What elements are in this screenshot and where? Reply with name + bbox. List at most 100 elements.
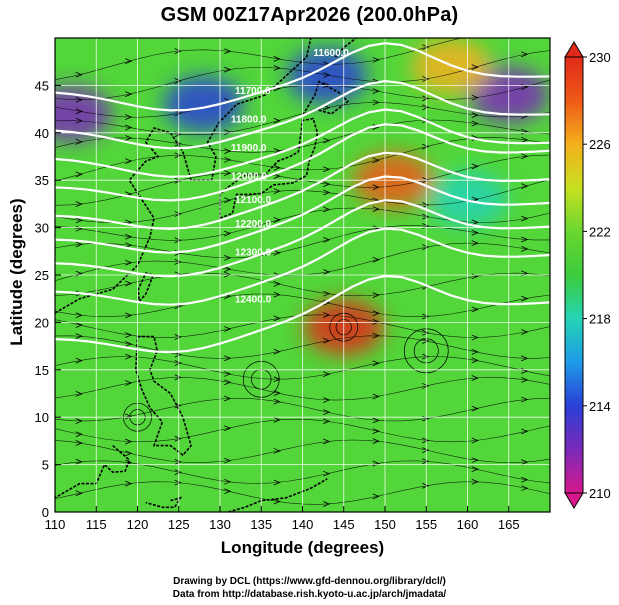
streamline-arrow — [273, 148, 281, 154]
streamline-arrow — [174, 152, 182, 159]
streamline-arrow — [75, 241, 83, 248]
streamline-arrow — [75, 96, 83, 103]
y-tick-label: 45 — [35, 78, 49, 93]
streamline-arrow — [323, 72, 331, 78]
y-tick-label: 20 — [35, 315, 49, 330]
streamline-arrow — [422, 104, 430, 111]
streamline-arrow — [372, 493, 380, 500]
streamline-arrow — [422, 202, 430, 208]
streamline-arrow — [75, 201, 83, 208]
streamline-arrow — [75, 139, 83, 145]
colorbar-min-arrow — [564, 492, 584, 509]
streamline-arrow — [471, 112, 479, 118]
streamline-arrow — [521, 128, 529, 135]
x-tick-label: 165 — [498, 517, 520, 532]
streamline-arrow — [471, 306, 479, 313]
streamline-arrow — [372, 99, 380, 106]
colorbar-scale — [564, 56, 584, 494]
streamline-arrow — [422, 95, 430, 102]
streamline-arrow — [224, 266, 232, 272]
x-tick-label: 110 — [45, 517, 66, 532]
streamline-arrow — [125, 312, 133, 319]
streamline-arrow — [471, 466, 479, 472]
streamline-arrow — [174, 48, 182, 54]
streamline-arrow — [75, 117, 83, 124]
streamline-arrow — [174, 334, 182, 340]
streamline-arrow — [471, 375, 479, 381]
colorbar-tick-label: 210 — [589, 486, 611, 501]
streamline-arrow — [125, 124, 133, 131]
streamline-arrow — [323, 438, 331, 445]
streamline-arrow — [323, 371, 331, 378]
streamline-arrow — [323, 337, 331, 344]
streamline-arrow — [323, 290, 331, 297]
streamline-arrow — [422, 329, 430, 336]
contour-label-8: 11600.0 — [313, 48, 349, 59]
colorbar-tick-label: 218 — [589, 312, 611, 327]
streamline-arrow — [323, 418, 331, 425]
streamline-arrow — [521, 377, 529, 383]
streamline-arrow — [273, 398, 281, 405]
streamline-arrow — [372, 206, 380, 213]
streamline-arrow — [125, 58, 133, 64]
colorbar-tick-label: 222 — [589, 224, 611, 239]
streamline-arrow — [273, 376, 281, 383]
streamline-arrow — [125, 450, 133, 457]
y-tick-label: 25 — [35, 268, 49, 283]
streamline-arrow — [75, 418, 83, 424]
streamline-arrow — [224, 379, 232, 386]
streamline-arrow — [75, 322, 83, 328]
streamline-arrow — [323, 397, 331, 403]
streamline-arrow — [422, 338, 430, 344]
colorbar-tick-label: 230 — [589, 50, 611, 65]
streamline-arrow — [273, 448, 281, 454]
streamline-arrow — [224, 478, 232, 485]
streamline-arrow — [273, 217, 281, 223]
y-tick-label: 35 — [35, 173, 49, 188]
streamline-arrow — [521, 329, 529, 335]
streamline-arrow — [174, 458, 182, 465]
streamline-arrow — [521, 485, 529, 492]
streamline-arrow — [471, 240, 479, 247]
streamline-arrow — [372, 428, 380, 435]
x-tick-label: 130 — [209, 517, 231, 532]
streamline-arrow — [471, 64, 479, 70]
streamline-arrow — [273, 479, 281, 486]
streamline-arrow — [125, 353, 133, 360]
streamline-arrow — [372, 310, 380, 317]
streamline-arrow — [372, 332, 380, 339]
streamline-arrow — [372, 318, 380, 325]
streamline-arrow — [125, 280, 133, 287]
streamline-arrow — [521, 428, 529, 435]
contour-label-1: 11800.0 — [231, 115, 267, 126]
streamline-arrow — [323, 181, 331, 188]
streamline-arrow — [224, 355, 232, 362]
streamline-arrow — [174, 435, 182, 442]
streamline-arrow — [75, 458, 83, 465]
streamline-arrow — [125, 413, 133, 420]
streamline-arrow — [125, 242, 133, 249]
streamline-arrow — [422, 44, 430, 51]
streamline-arrow — [323, 470, 331, 477]
x-tick-label: 145 — [333, 517, 355, 532]
streamline-arrow — [372, 393, 380, 400]
streamline-arrow — [323, 236, 331, 243]
streamline-arrow — [471, 437, 479, 444]
streamline-arrow — [323, 137, 331, 144]
streamline-arrow — [521, 215, 529, 222]
streamline-arrow — [75, 333, 83, 340]
streamline-arrow — [372, 417, 380, 424]
streamline-arrow — [323, 501, 331, 507]
y-tick-label: 40 — [35, 126, 49, 141]
contour-label-2: 11900.0 — [231, 143, 267, 154]
streamline-arrow — [224, 230, 232, 237]
streamline-arrow — [471, 457, 479, 464]
streamline-arrow — [471, 229, 479, 236]
streamline-arrow — [471, 478, 479, 485]
contour-label-7: 12400.0 — [235, 295, 272, 306]
streamline-arrow — [521, 355, 529, 362]
streamline-arrow — [224, 48, 232, 55]
credit-data: Data from http://database.rish.kyoto-u.a… — [172, 589, 447, 600]
streamline-arrow — [75, 217, 83, 224]
map-title: GSM 00Z17Apr2026 (200.0hPa) — [160, 4, 459, 26]
